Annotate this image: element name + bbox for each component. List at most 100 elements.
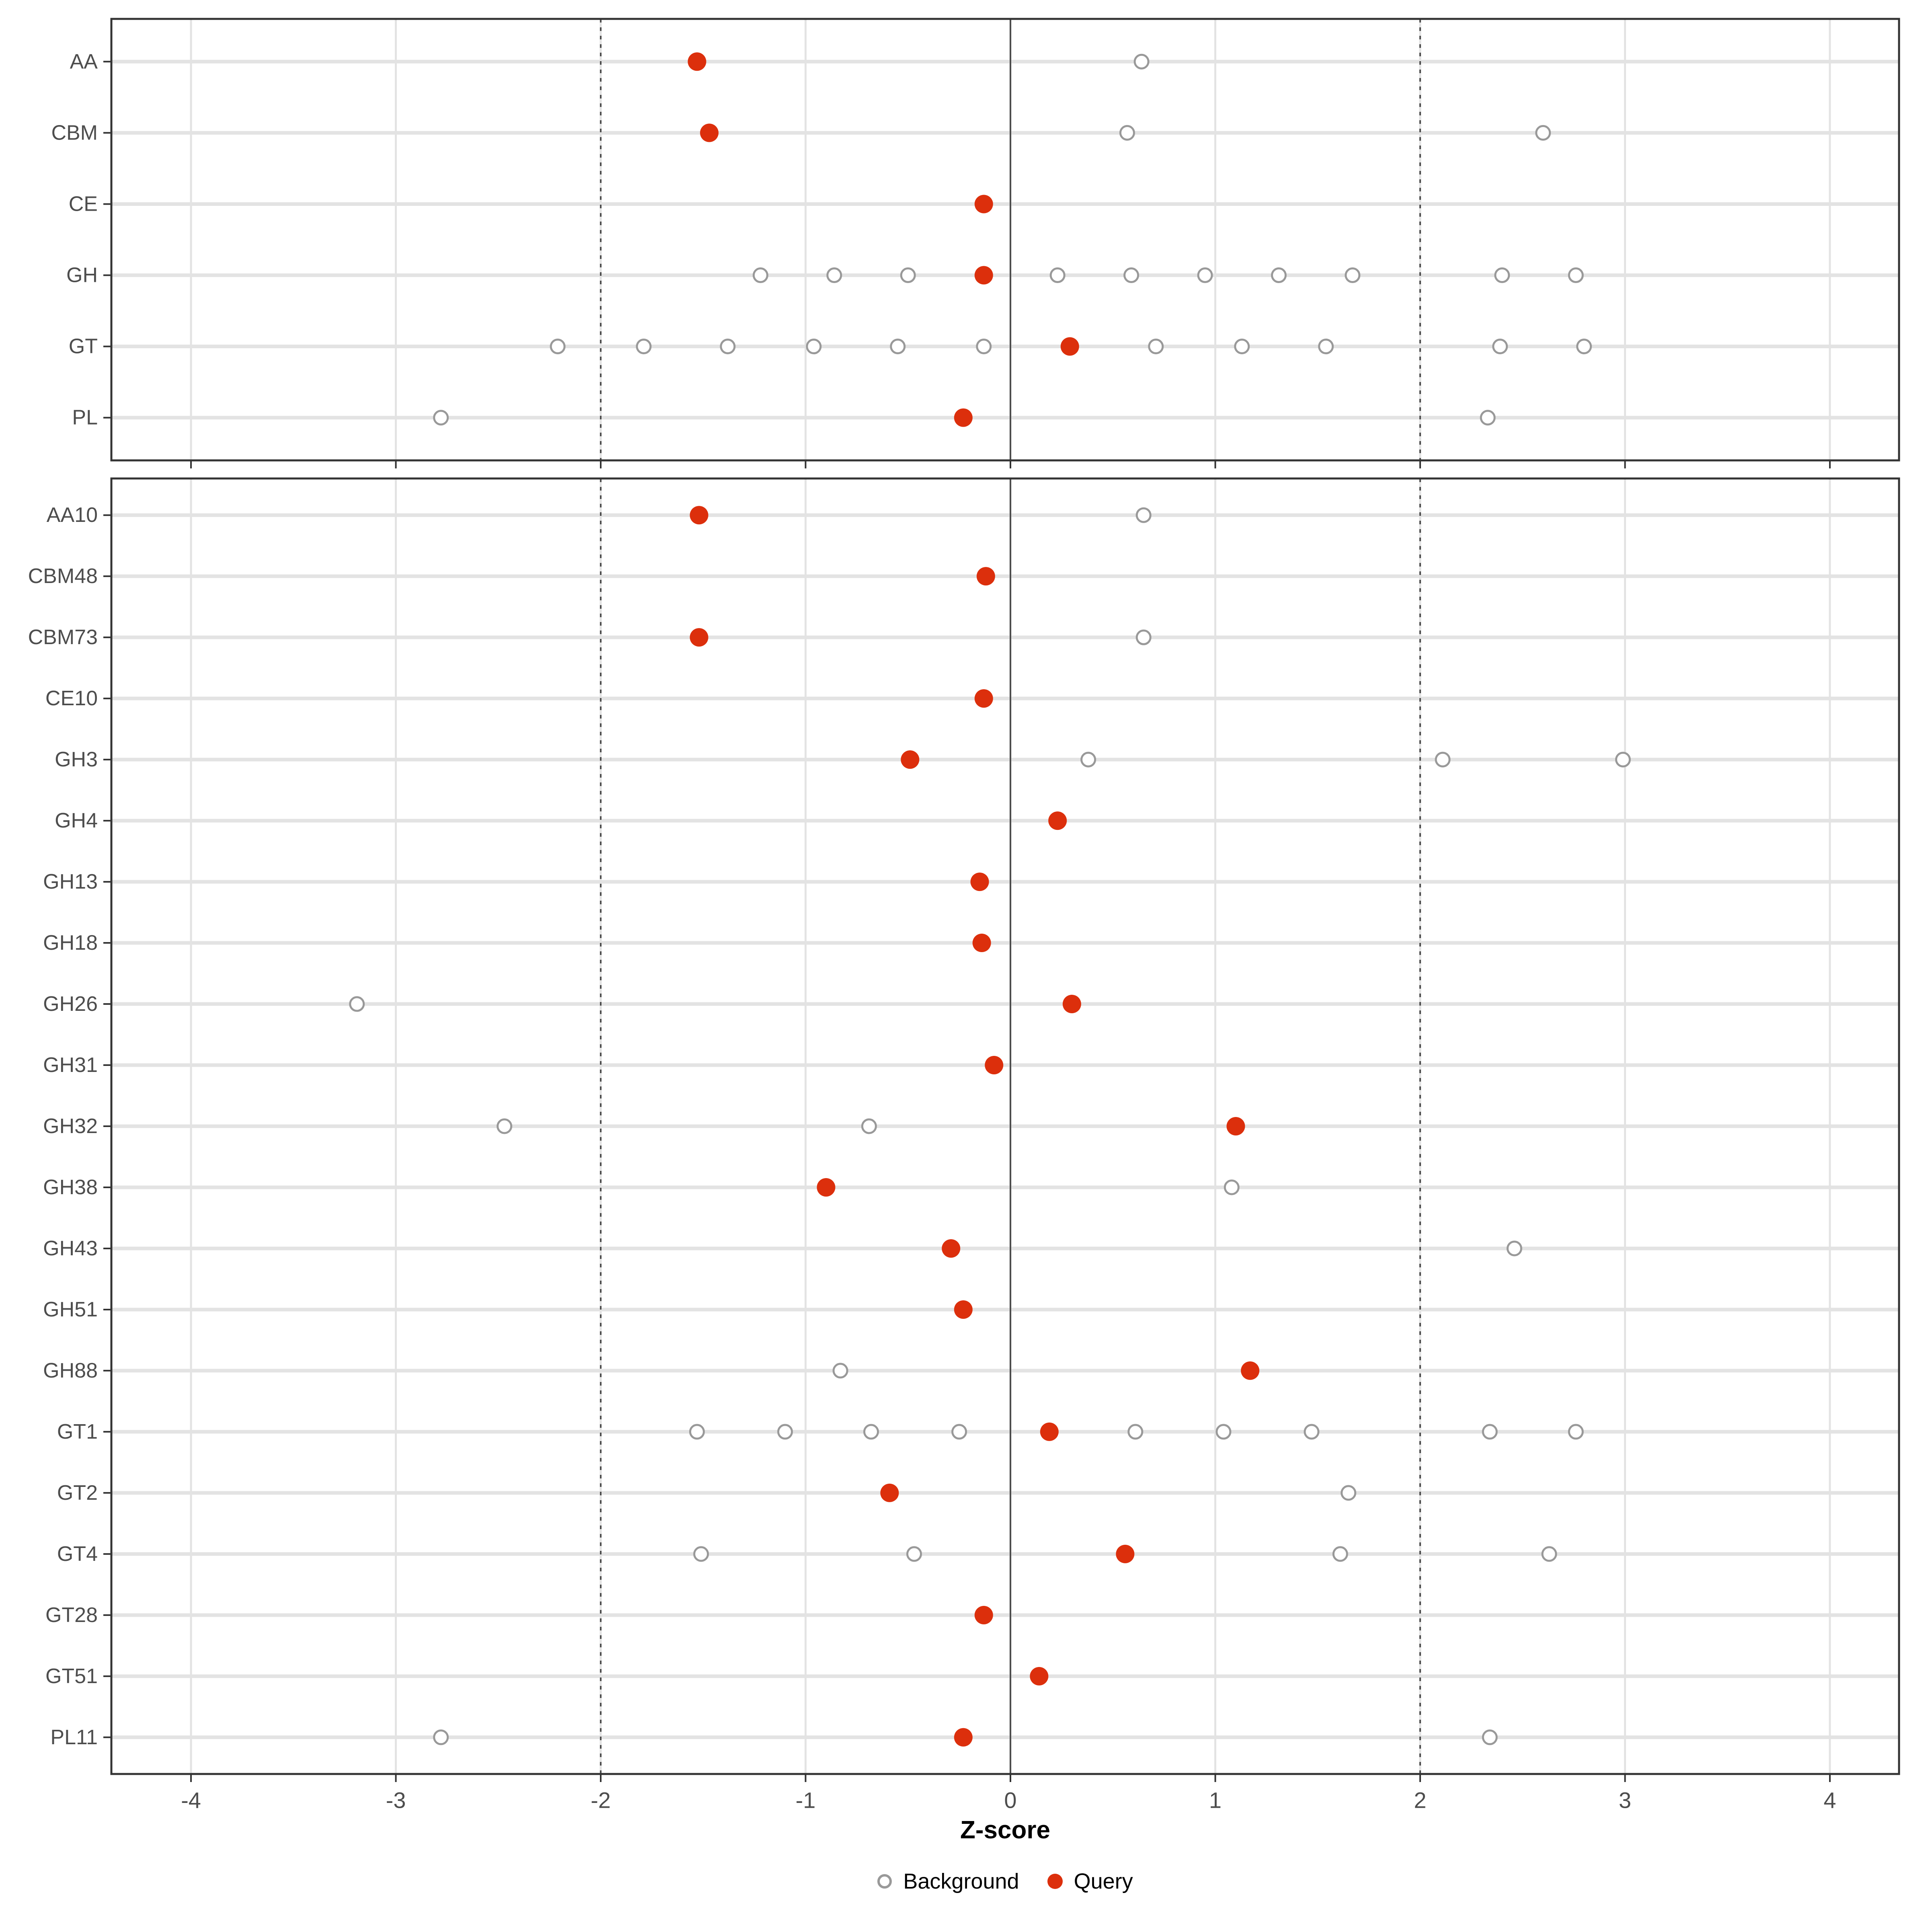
background-point	[900, 267, 916, 283]
background-point	[1435, 751, 1451, 768]
background-point	[976, 339, 992, 355]
background-point	[1482, 1729, 1498, 1745]
y-tick-label: GT28	[45, 1603, 98, 1627]
background-point	[550, 339, 566, 355]
background-point	[1541, 1546, 1557, 1562]
legend: Background Query	[111, 1869, 1899, 1894]
y-tick-label: GH43	[43, 1237, 98, 1260]
background-point	[1492, 339, 1508, 355]
background-point	[1135, 507, 1152, 523]
query-point	[690, 628, 708, 647]
query-point	[976, 567, 995, 586]
y-tick-label: GH26	[43, 992, 98, 1016]
background-point	[1568, 267, 1584, 283]
y-tick-label: GT4	[57, 1542, 98, 1566]
background-point	[1345, 267, 1361, 283]
background-point	[863, 1424, 879, 1440]
query-point	[954, 408, 973, 427]
background-point	[1049, 267, 1066, 283]
background-point	[752, 267, 768, 283]
background-point	[1332, 1546, 1348, 1562]
background-point	[906, 1546, 922, 1562]
query-point	[690, 506, 708, 525]
background-point	[720, 339, 736, 355]
background-point	[1341, 1485, 1357, 1501]
y-tick-label: AA	[70, 50, 98, 73]
y-tick-label: GT2	[57, 1481, 98, 1505]
y-tick-label: CE	[69, 192, 98, 216]
x-tick-label: -1	[796, 1788, 816, 1813]
x-tick-label: -2	[591, 1788, 611, 1813]
legend-item-query: Query	[1047, 1869, 1133, 1894]
background-point	[1133, 53, 1150, 70]
panel-border	[110, 18, 1900, 462]
panel-subfamily: AA10 CBM48 CBM73 CE10 GH3 GH4 GH13 GH18 GH26 GH31…	[28, 477, 1900, 1782]
query-point	[1116, 1544, 1135, 1563]
background-point	[1080, 751, 1096, 768]
y-tick-label: GH	[66, 264, 98, 287]
background-point	[951, 1424, 967, 1440]
query-point	[970, 873, 989, 891]
query-point	[880, 1483, 899, 1502]
x-tick-label: -3	[386, 1788, 406, 1813]
x-tick-label: -4	[181, 1788, 201, 1813]
background-point	[1615, 751, 1631, 768]
query-point	[942, 1239, 961, 1258]
background-point	[689, 1424, 705, 1440]
background-point	[433, 1729, 449, 1745]
query-point	[954, 1300, 973, 1319]
x-tick-label: 4	[1823, 1788, 1836, 1813]
background-point	[1576, 339, 1592, 355]
x-tick-label: 3	[1619, 1788, 1631, 1813]
background-point	[1568, 1424, 1584, 1440]
x-tick-label: 0	[1004, 1788, 1016, 1813]
background-point	[1197, 267, 1213, 283]
y-tick-label: GH3	[55, 748, 98, 771]
background-point	[497, 1118, 513, 1134]
y-tick-label: GH88	[43, 1359, 98, 1382]
query-point	[688, 52, 706, 71]
background-point	[1123, 267, 1140, 283]
background-point	[826, 267, 842, 283]
query-point	[974, 1606, 993, 1624]
y-tick-label: CBM	[51, 121, 98, 144]
background-point	[1318, 339, 1334, 355]
background-point	[1224, 1179, 1240, 1195]
query-point	[1048, 811, 1067, 830]
filled-circle-icon	[1047, 1874, 1063, 1889]
query-point	[972, 934, 991, 953]
background-point	[1148, 339, 1164, 355]
legend-query-label: Query	[1074, 1869, 1133, 1893]
background-point	[861, 1118, 877, 1134]
query-point	[1226, 1117, 1245, 1135]
background-point	[1494, 267, 1510, 283]
query-point	[1030, 1667, 1049, 1686]
query-point	[1062, 995, 1081, 1014]
background-point	[1304, 1424, 1320, 1440]
y-tick-label: GT51	[45, 1665, 98, 1688]
query-point	[954, 1728, 973, 1747]
query-point	[1060, 337, 1079, 356]
query-point	[1241, 1361, 1260, 1380]
y-tick-label: GT1	[57, 1420, 98, 1443]
y-tick-label: CE10	[45, 687, 98, 710]
background-point	[349, 996, 365, 1012]
background-point	[1506, 1240, 1522, 1257]
x-axis-title: Z-score	[960, 1816, 1050, 1844]
background-point	[1535, 125, 1551, 141]
legend-background-label: Background	[903, 1869, 1019, 1893]
open-circle-icon	[877, 1874, 892, 1889]
y-tick-label: GH51	[43, 1298, 98, 1321]
y-tick-label: CBM48	[28, 565, 98, 588]
panel-background	[111, 19, 1899, 460]
background-point	[1127, 1424, 1144, 1440]
background-point	[1480, 410, 1496, 426]
y-tick-label: PL11	[50, 1726, 98, 1749]
background-point	[1215, 1424, 1232, 1440]
query-point	[974, 195, 993, 214]
background-point	[806, 339, 822, 355]
y-tick-label: GH18	[43, 931, 98, 955]
